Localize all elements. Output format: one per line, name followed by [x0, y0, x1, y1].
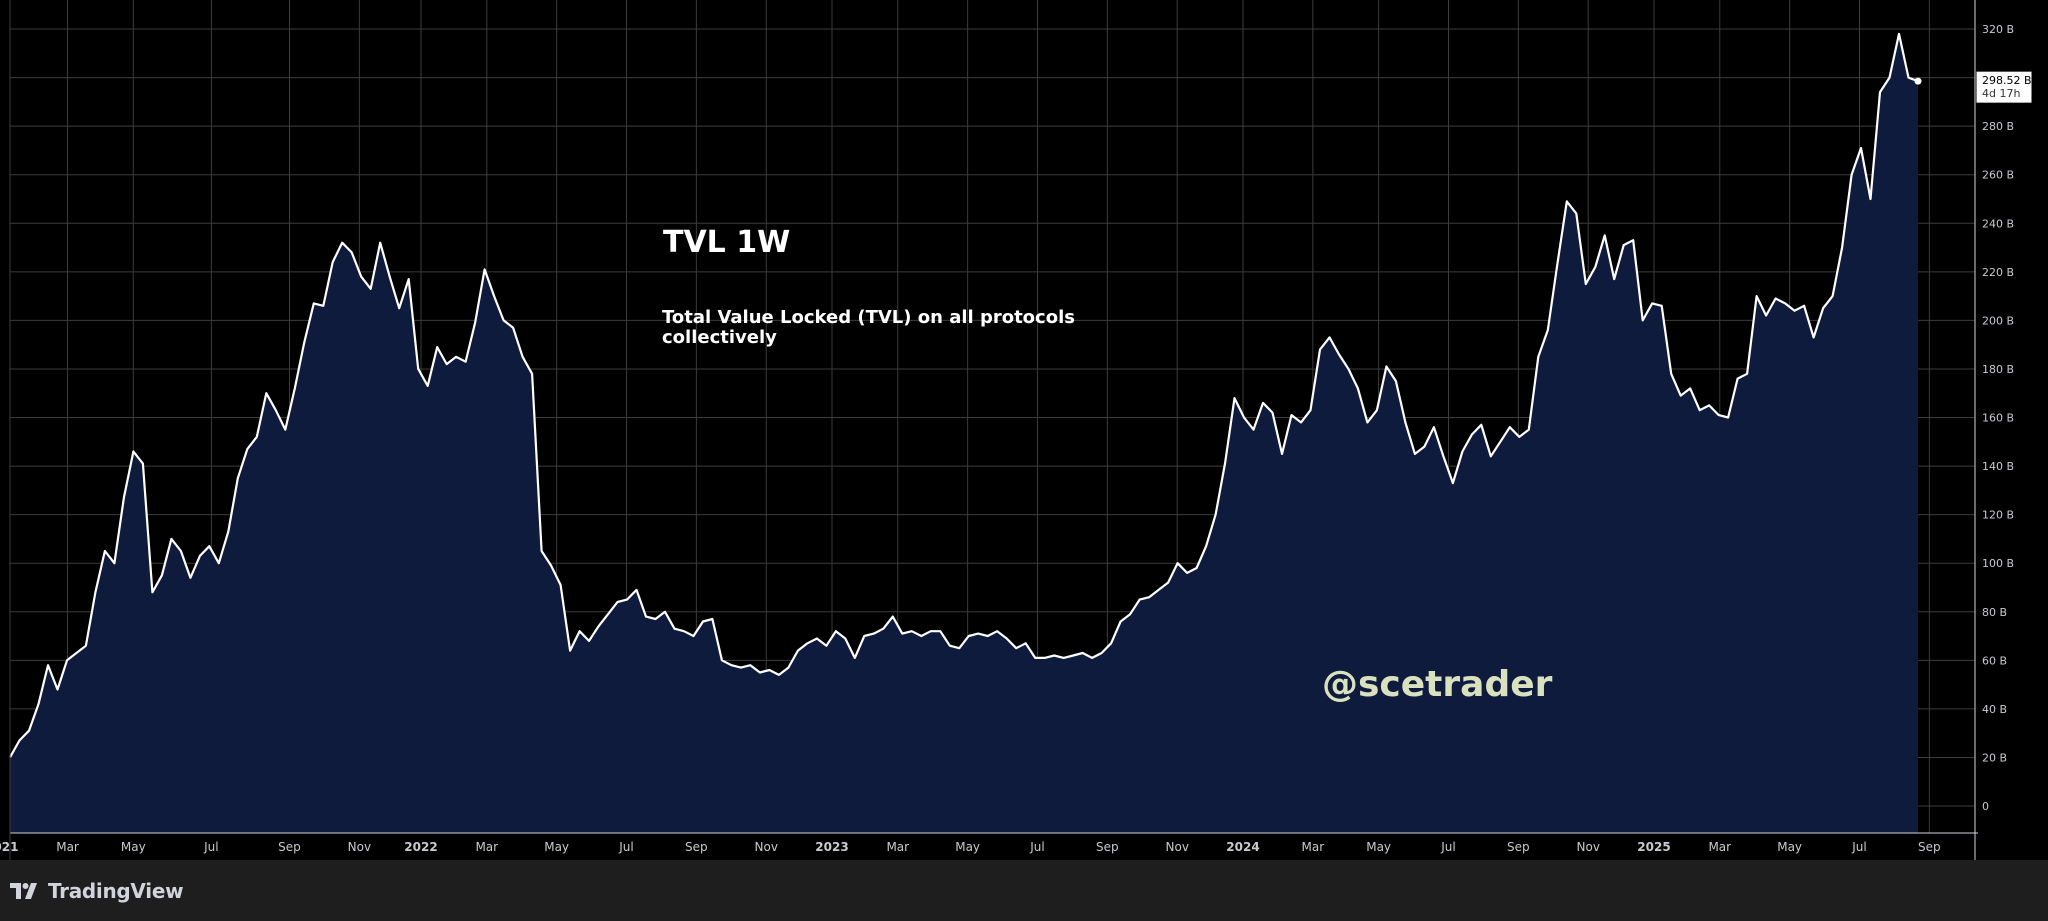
x-tick-label: May — [544, 840, 569, 854]
y-tick-label: 120 B — [1982, 509, 2014, 522]
x-tick-label: Mar — [1708, 840, 1731, 854]
x-tick-label: Jul — [203, 840, 218, 854]
chart-description-line-2: collectively — [662, 327, 777, 348]
series-layer — [9, 32, 1922, 833]
y-tick-label: 0 — [1982, 800, 1989, 813]
y-tick-label: 280 B — [1982, 120, 2014, 133]
y-tick-label: 60 B — [1982, 654, 2007, 667]
y-tick-label: 20 B — [1982, 751, 2007, 764]
watermark-handle: @scetrader — [1322, 664, 1553, 705]
x-tick-label: May — [121, 840, 146, 854]
y-tick-label: 320 B — [1982, 23, 2014, 36]
x-tick-label: Jul — [618, 840, 633, 854]
x-tick-label: Jul — [1029, 840, 1044, 854]
bar-countdown: 4d 17h — [1982, 87, 2020, 100]
x-tick-label: May — [1366, 840, 1391, 854]
axis-layer: 0 20 B 40 B 60 B 80 B 100 B 120 B 140 B 160 B 180… — [0, 0, 2014, 860]
last-value-marker — [1914, 77, 1922, 85]
y-tick-label: 220 B — [1982, 266, 2014, 279]
x-tick-label: Mar — [886, 840, 909, 854]
x-tick-label: 2021 — [0, 840, 18, 854]
x-tick-label: Mar — [1302, 840, 1325, 854]
tvl-area-fill — [10, 33, 1918, 833]
tradingview-branding[interactable]: TradingView — [10, 878, 184, 904]
last-price-value: 298.52 B — [1982, 74, 2032, 87]
tradingview-wordmark: TradingView — [48, 879, 184, 903]
x-tick-label: May — [955, 840, 980, 854]
x-tick-label: Sep — [1918, 840, 1941, 854]
y-tick-label: 200 B — [1982, 314, 2014, 327]
x-tick-label: Sep — [1507, 840, 1530, 854]
price-label-layer: 298.52 B4d 17h — [1975, 70, 2033, 104]
x-tick-label: May — [1777, 840, 1802, 854]
y-tick-label: 80 B — [1982, 606, 2007, 619]
label-layer: TVL 1W Total Value Locked (TVL) on all p… — [662, 225, 1553, 705]
last-price-badge — [1975, 70, 2033, 104]
x-tick-label: Mar — [475, 840, 498, 854]
y-tick-label: 160 B — [1982, 412, 2014, 425]
x-tick-label: Sep — [1096, 840, 1119, 854]
x-tick-label: 2025 — [1637, 840, 1670, 854]
x-tick-label: Mar — [56, 840, 79, 854]
y-tick-label: 140 B — [1982, 460, 2014, 473]
x-tick-label: Jul — [1851, 840, 1866, 854]
tradingview-logo-icon — [10, 883, 37, 899]
x-tick-label: Nov — [348, 840, 371, 854]
x-tick-label: Nov — [1577, 840, 1600, 854]
y-tick-label: 240 B — [1982, 217, 2014, 230]
x-tick-label: Nov — [755, 840, 778, 854]
chart-description-line-1: Total Value Locked (TVL) on all protocol… — [662, 307, 1075, 328]
x-tick-label: 2022 — [404, 840, 437, 854]
x-tick-label: Sep — [685, 840, 708, 854]
y-tick-label: 260 B — [1982, 169, 2014, 182]
page-footer-background — [0, 860, 2048, 921]
y-tick-label: 100 B — [1982, 557, 2014, 570]
x-tick-label: 2023 — [815, 840, 848, 854]
x-tick-label: Jul — [1440, 840, 1455, 854]
chart-title: TVL 1W — [663, 225, 790, 260]
x-tick-label: 2024 — [1226, 840, 1259, 854]
y-tick-label: 180 B — [1982, 363, 2014, 376]
x-tick-label: Sep — [278, 840, 301, 854]
x-tick-label: Nov — [1166, 840, 1189, 854]
y-tick-label: 40 B — [1982, 703, 2007, 716]
tvl-line — [9, 32, 1919, 758]
